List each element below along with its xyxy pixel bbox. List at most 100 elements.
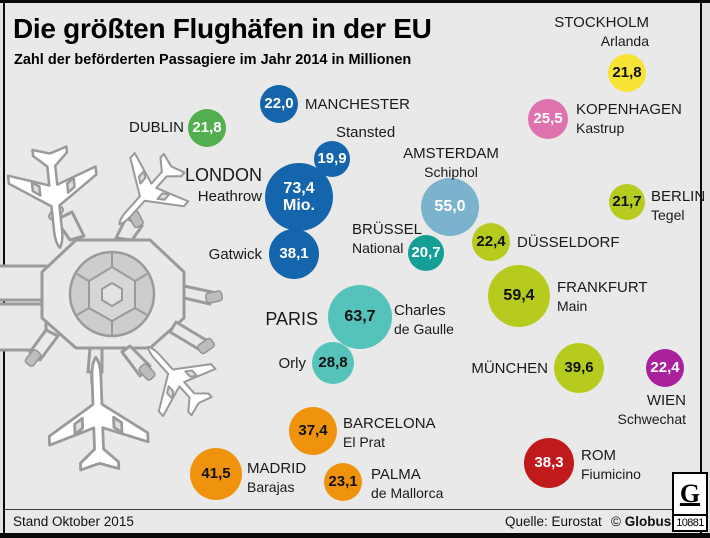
bubble-value: 25,5 <box>533 109 563 127</box>
bubble-value: 21,7 <box>612 192 642 210</box>
airport-label-amsterdam: AMSTERDAM Schiphol <box>403 145 499 181</box>
label-line-primary: STOCKHOLM <box>554 14 649 31</box>
airport-bubble-palma: 23,1 <box>324 463 362 501</box>
airport-label-rom: ROM Fiumicino <box>581 447 641 483</box>
bubble-value: Mio. <box>283 197 315 214</box>
airport-bubble-stockholm: 21,8 <box>608 54 646 92</box>
airport-label-brussel: BRÜSSEL National <box>352 221 422 257</box>
label-line-primary: DUBLIN <box>128 119 184 136</box>
airport-bubble-wien: 22,4 <box>646 349 684 387</box>
label-line-secondary: Schwechat <box>617 410 686 427</box>
label-line-primary: Gatwick <box>208 246 262 263</box>
label-line-secondary: de Gaulle <box>394 320 454 337</box>
bubble-value: 41,5 <box>201 464 231 482</box>
label-line-secondary: Schiphol <box>424 163 478 180</box>
airport-bubble-madrid: 41,5 <box>190 448 242 500</box>
airport-label-orly: Orly <box>279 355 307 374</box>
airport-bubble-munchen: 39,6 <box>554 343 604 393</box>
airport-bubble-berlin: 21,7 <box>609 184 645 220</box>
globus-logo-number: 10881 <box>674 514 706 530</box>
bubble-value: 21,8 <box>192 118 222 136</box>
bubble-value: 22,4 <box>650 358 680 376</box>
airport-label-kopenhagen: KOPENHAGEN Kastrup <box>576 101 682 137</box>
airport-label-cdg-1: Charles de Gaulle <box>394 302 454 338</box>
airport-bubble-cdg: 63,7 <box>328 285 392 349</box>
airport-label-madrid: MADRID Barajas <box>247 460 306 496</box>
bubble-value: 38,3 <box>534 453 564 471</box>
airport-bubble-rom: 38,3 <box>524 438 574 488</box>
bubble-value: 73,4 <box>283 179 315 197</box>
terminal-rotunda <box>68 250 156 338</box>
label-line-secondary: Arlanda <box>600 32 649 49</box>
label-line-primary: MADRID <box>247 460 307 477</box>
airport-label-manchester: MANCHESTER <box>305 96 410 115</box>
top-border <box>0 0 710 3</box>
label-line-primary: LONDON <box>184 165 262 185</box>
bubble-value: 63,7 <box>344 308 376 326</box>
bubble-value: 20,7 <box>411 243 441 261</box>
airport-label-barcelona: BARCELONA El Prat <box>343 415 436 451</box>
label-line-secondary: Fiumicino <box>581 465 641 482</box>
bubble-value: 22,4 <box>476 232 506 250</box>
bubble-value: 19,9 <box>317 149 347 167</box>
label-line-primary: BERLIN <box>651 188 706 205</box>
bubble-value: 23,1 <box>328 472 358 490</box>
bubble-value: 21,8 <box>612 63 642 81</box>
label-line-secondary: de Mallorca <box>371 484 444 501</box>
airport-label-stansted: Stansted <box>336 124 395 143</box>
label-line-primary: MÜNCHEN <box>471 360 548 377</box>
label-line-primary: PALMA <box>371 466 421 483</box>
label-line-secondary: Barajas <box>247 478 295 495</box>
label-line-primary: Charles <box>394 302 446 319</box>
label-line-secondary: Tegel <box>651 206 685 223</box>
airport-bubble-amsterdam: 55,0 <box>421 178 479 236</box>
footer-source: Quelle: Eurostat <box>505 514 602 529</box>
globus-logo: G 10881 <box>672 472 708 532</box>
label-line-primary: KOPENHAGEN <box>576 101 682 118</box>
airport-label-stockholm: STOCKHOLM Arlanda <box>554 14 649 50</box>
airport-bubble-orly: 28,8 <box>312 342 354 384</box>
bubble-value: 59,4 <box>503 287 535 305</box>
airport-label-heathrow-1: Heathrow <box>198 188 262 207</box>
label-line-primary: PARIS <box>265 309 318 329</box>
copyright-symbol: © <box>611 514 621 529</box>
airport-label-heathrow: LONDON <box>185 164 262 186</box>
label-line-primary: DÜSSELDORF <box>517 234 620 251</box>
label-line-primary: FRANKFURT <box>557 279 648 296</box>
label-line-primary: Orly <box>278 355 307 372</box>
label-line-secondary: Main <box>557 297 588 314</box>
label-line-primary: Heathrow <box>197 188 262 205</box>
bubble-value: 55,0 <box>434 198 466 216</box>
bubble-value: 22,0 <box>264 94 294 112</box>
label-line-primary: ROM <box>581 447 616 464</box>
airport-bubble-gatwick: 38,1 <box>269 229 319 279</box>
airport-label-berlin: BERLIN Tegel <box>651 188 705 224</box>
label-line-primary: MANCHESTER <box>305 96 411 113</box>
bubble-value: 39,6 <box>564 358 594 376</box>
airport-label-frankfurt: FRANKFURT Main <box>557 279 648 315</box>
label-line-primary: WIEN <box>646 392 686 409</box>
airport-label-cdg: PARIS <box>265 308 318 330</box>
airport-bubble-brussel: 20,7 <box>408 235 444 271</box>
airport-bubble-dusseldorf: 22,4 <box>472 223 510 261</box>
brand-name: Globus <box>624 514 672 529</box>
page-title: Die größten Flughäfen in der EU <box>13 13 432 44</box>
bubble-value: 37,4 <box>298 421 328 439</box>
airport-bubble-stansted: 19,9 <box>314 141 350 177</box>
airport-label-dublin: DUBLIN <box>129 119 184 138</box>
airport-label-wien: WIEN Schwechat <box>618 392 686 428</box>
airport-bubble-dublin: 21,8 <box>188 109 226 147</box>
label-line-primary: AMSTERDAM <box>403 145 499 162</box>
label-line-secondary: El Prat <box>343 433 386 450</box>
bubble-value: 38,1 <box>279 244 309 262</box>
airport-bubble-manchester: 22,0 <box>260 85 298 123</box>
bottom-border <box>0 533 710 538</box>
airport-label-palma: PALMA de Mallorca <box>371 466 443 502</box>
footer-date: Stand Oktober 2015 <box>13 514 134 529</box>
airport-bubble-frankfurt: 59,4 <box>488 265 550 327</box>
page-subtitle: Zahl der beförderten Passagiere im Jahr … <box>14 52 412 68</box>
label-line-primary: BRÜSSEL <box>352 221 423 238</box>
bubble-value: 28,8 <box>318 353 348 371</box>
